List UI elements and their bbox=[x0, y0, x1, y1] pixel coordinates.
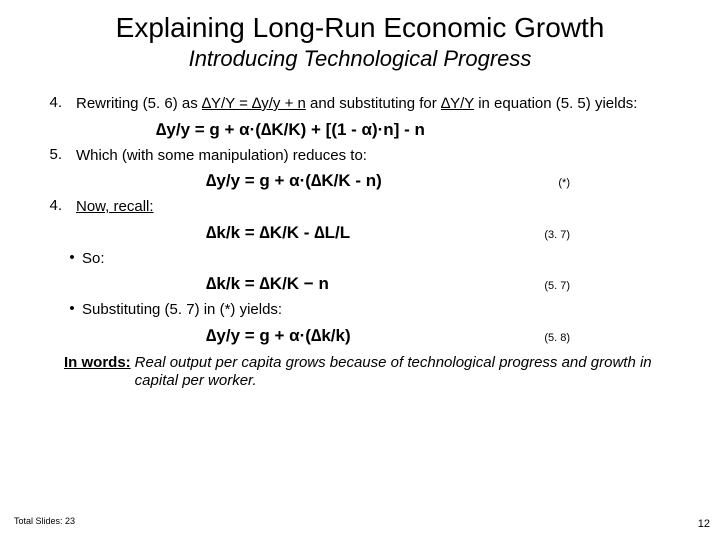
text-span: and substituting for bbox=[306, 95, 441, 112]
equation: ∆y/y = g + α·(∆K/K - n) bbox=[206, 171, 382, 191]
list-item: 4. Rewriting (5. 6) as ∆Y/Y = ∆y/y + n a… bbox=[40, 94, 680, 114]
equation: ∆k/k = ∆K/K - ∆L/L bbox=[206, 223, 350, 243]
equation: ∆k/k = ∆K/K − n bbox=[206, 274, 329, 294]
summary-row: In words: Real output per capita grows b… bbox=[40, 354, 680, 392]
text-span: Rewriting (5. 6) as bbox=[76, 95, 202, 112]
bullet-item: • Substituting (5. 7) in (*) yields: bbox=[40, 300, 680, 320]
equation-row: ∆y/y = g + α·(∆k/k) (5. 8) bbox=[40, 326, 680, 346]
summary-label: In words: bbox=[64, 354, 131, 392]
item-text: Now, recall: bbox=[76, 197, 680, 217]
item-text: Substituting (5. 7) in (*) yields: bbox=[82, 300, 680, 320]
item-text: Which (with some manipulation) reduces t… bbox=[76, 146, 680, 166]
text-underline: ∆Y/Y = ∆y/y + n bbox=[202, 95, 306, 112]
slide-number: 12 bbox=[698, 518, 710, 530]
equation-tag: (5. 7) bbox=[544, 280, 680, 292]
bullet-item: • So: bbox=[40, 249, 680, 269]
text-underline: ∆Y/Y bbox=[441, 95, 474, 112]
bullet-icon: • bbox=[40, 300, 82, 320]
bullet-icon: • bbox=[40, 249, 82, 269]
equation-tag: (3. 7) bbox=[544, 229, 680, 241]
slide-subtitle: Introducing Technological Progress bbox=[30, 46, 690, 72]
equation-row: ∆k/k = ∆K/K - ∆L/L (3. 7) bbox=[40, 223, 680, 243]
item-number: 5. bbox=[40, 146, 76, 166]
slide-title: Explaining Long-Run Economic Growth bbox=[30, 12, 690, 44]
list-item: 5. Which (with some manipulation) reduce… bbox=[40, 146, 680, 166]
equation-row: ∆y/y = g + α·(∆K/K) + [(1 - α)·n] - n bbox=[40, 120, 680, 140]
item-text: So: bbox=[82, 249, 680, 269]
item-text: Rewriting (5. 6) as ∆Y/Y = ∆y/y + n and … bbox=[76, 94, 680, 114]
equation-tag: (5. 8) bbox=[544, 332, 680, 344]
slide-content: 4. Rewriting (5. 6) as ∆Y/Y = ∆y/y + n a… bbox=[30, 94, 690, 391]
item-number: 4. bbox=[40, 197, 76, 217]
text-span: in equation (5. 5) yields: bbox=[474, 95, 637, 112]
list-item: 4. Now, recall: bbox=[40, 197, 680, 217]
equation-tag: (*) bbox=[558, 177, 680, 189]
summary-text: Real output per capita grows because of … bbox=[135, 354, 664, 392]
equation-row: ∆k/k = ∆K/K − n (5. 7) bbox=[40, 274, 680, 294]
equation: ∆y/y = g + α·(∆K/K) + [(1 - α)·n] - n bbox=[156, 120, 425, 140]
equation-row: ∆y/y = g + α·(∆K/K - n) (*) bbox=[40, 171, 680, 191]
equation: ∆y/y = g + α·(∆k/k) bbox=[206, 326, 351, 346]
total-slides: Total Slides: 23 bbox=[14, 516, 75, 526]
item-number: 4. bbox=[40, 94, 76, 114]
